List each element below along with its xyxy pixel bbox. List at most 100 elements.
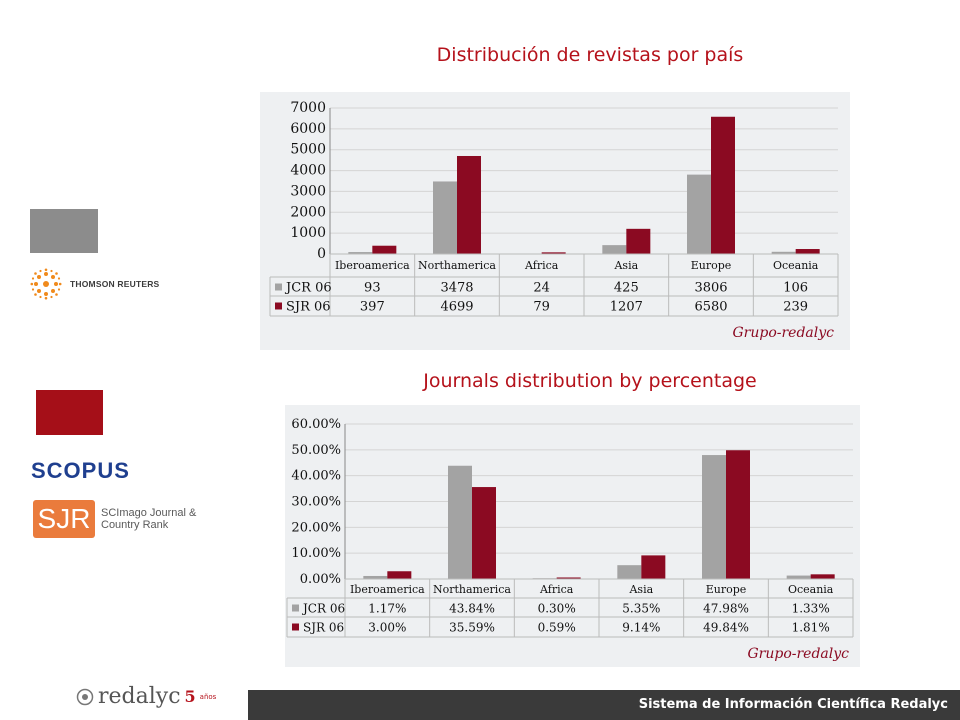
count-ytick-label: 0: [317, 246, 326, 262]
pct-data-label-sjr: 3.00%: [368, 621, 406, 635]
thomson-reuters-text: THOMSON REUTERS: [70, 279, 160, 289]
count-bar-sjr: [795, 249, 820, 254]
count-grupo-redalyc-logo: Grupo-redalyc: [732, 325, 834, 341]
count-bar-jcr: [348, 252, 373, 254]
pct-bar-jcr: [448, 465, 472, 579]
redalyc-anos: años: [199, 692, 217, 701]
count-ytick-label: 3000: [290, 183, 326, 199]
pct-data-label-sjr: 35.59%: [449, 621, 495, 635]
count-data-label-jcr: 106: [783, 281, 808, 296]
chart-title-count: Distribución de revistas por país: [436, 44, 744, 66]
count-bar-sjr: [711, 116, 735, 254]
count-data-label-jcr: 93: [364, 281, 381, 296]
footer-bar: Sistema de Información Científica Redaly…: [248, 690, 960, 720]
pct-data-label-sjr: 49.84%: [703, 621, 749, 635]
count-bar-jcr: [687, 174, 711, 254]
count-ytick-label: 5000: [290, 142, 326, 158]
count-data-label-sjr: 4699: [440, 300, 473, 315]
pct-legend-swatch-sjr: [292, 623, 299, 631]
count-data-label-jcr: 425: [614, 281, 639, 296]
pct-bar-jcr: [786, 575, 811, 579]
count-legend-swatch-jcr: [275, 283, 282, 291]
pct-ytick-label: 20.00%: [291, 520, 341, 535]
count-legend-swatch-sjr: [275, 302, 282, 310]
count-bar-sjr: [626, 228, 651, 254]
footer-text: Sistema de Información Científica Redaly…: [638, 697, 948, 712]
count-category-label: Africa: [524, 259, 559, 272]
count-legend-label-jcr: JCR 06: [284, 281, 332, 296]
sjr-color-swatch: [36, 390, 103, 435]
thomson-reuters-logo: THOMSON REUTERS: [30, 268, 159, 300]
pct-data-label-jcr: 43.84%: [449, 602, 495, 616]
thomson-reuters-icon: [30, 268, 62, 300]
pct-bar-sjr: [641, 555, 666, 579]
count-bar-sjr: [457, 155, 481, 254]
pct-grupo-redalyc-logo: Grupo-redalyc: [747, 646, 849, 662]
pct-data-label-jcr: 1.17%: [368, 602, 406, 616]
pct-ytick-label: 60.00%: [291, 417, 341, 432]
count-bar-sjr: [541, 252, 566, 254]
count-data-label-sjr: 1207: [610, 300, 643, 315]
pct-category-label: Iberoamerica: [350, 583, 425, 596]
count-category-label: Oceania: [773, 259, 819, 272]
pct-ytick-label: 0.00%: [300, 572, 341, 587]
pct-data-label-sjr: 9.14%: [622, 621, 660, 635]
pct-data-label-jcr: 5.35%: [622, 602, 660, 616]
pct-legend-swatch-jcr: [292, 604, 299, 612]
pct-ytick-label: 50.00%: [291, 443, 341, 458]
sjr-logo-description: SCImago Journal & Country Rank: [101, 507, 197, 531]
count-ytick-label: 1000: [290, 225, 326, 241]
count-data-label-jcr: 24: [533, 281, 550, 296]
chart-percentage: 0.00% 10.00% 20.00% 30.00% 40.00% 50.00% 60.00…: [286, 417, 854, 662]
pct-data-label-jcr: 47.98%: [703, 602, 749, 616]
count-bar-sjr: [372, 245, 397, 254]
count-data-label-sjr: 79: [533, 300, 550, 315]
count-data-label-jcr: 3806: [694, 281, 727, 296]
pct-category-label: Asia: [628, 583, 653, 596]
pct-data-label-sjr: 1.81%: [792, 621, 830, 635]
pct-category-label: Africa: [539, 583, 574, 596]
pct-ytick-label: 40.00%: [291, 469, 341, 484]
count-category-label: Europe: [691, 259, 732, 272]
sjr-logo-box: SJR: [33, 500, 95, 538]
count-legend-label-sjr: SJR 06: [286, 300, 331, 315]
pct-bar-sjr: [472, 487, 496, 579]
chart-count-panel: 0 1000 2000 3000 4000 5000 6000 7000 Iberoameric…: [260, 92, 850, 350]
pct-category-label: Oceania: [788, 583, 834, 596]
count-data-label-sjr: 397: [360, 300, 385, 315]
redalyc-logo: redalyc 5 años: [76, 684, 216, 709]
count-ytick-label: 6000: [290, 121, 326, 137]
pct-data-label-sjr: 0.59%: [538, 621, 576, 635]
sjr-logo: SJR SCImago Journal & Country Rank: [33, 500, 201, 538]
count-data-label-jcr: 3478: [440, 281, 473, 296]
pct-legend-label-sjr: SJR 06: [303, 621, 344, 635]
redalyc-emblem-icon: [76, 688, 94, 705]
count-bar-jcr: [771, 251, 796, 254]
pct-ytick-label: 10.00%: [291, 546, 341, 561]
jcr-color-swatch: [30, 209, 98, 253]
count-data-label-sjr: 239: [783, 300, 808, 315]
chart-count: 0 1000 2000 3000 4000 5000 6000 7000 Iberoameric…: [269, 100, 839, 341]
count-bar-jcr: [602, 245, 627, 254]
chart-title-percentage: Journals distribution by percentage: [423, 370, 757, 392]
count-category-label: Asia: [613, 259, 638, 272]
chart-percentage-panel: 0.00% 10.00% 20.00% 30.00% 40.00% 50.00% 60.00…: [285, 405, 860, 667]
pct-bar-sjr: [810, 574, 835, 579]
pct-category-label: Northamerica: [433, 583, 511, 596]
pct-bar-sjr: [556, 577, 581, 579]
pct-data-label-jcr: 1.33%: [792, 602, 830, 616]
count-bar-jcr: [433, 181, 457, 254]
count-category-label: Northamerica: [418, 259, 496, 272]
pct-category-label: Europe: [706, 583, 747, 596]
pct-bar-jcr: [617, 565, 642, 579]
count-ytick-label: 4000: [290, 163, 326, 179]
pct-bar-jcr: [363, 575, 388, 579]
count-ytick-label: 2000: [290, 204, 326, 220]
redalyc-years: 5: [184, 687, 196, 706]
count-category-label: Iberoamerica: [335, 259, 410, 272]
pct-legend-label-jcr: JCR 06: [301, 602, 345, 616]
redalyc-wordmark: redalyc: [98, 684, 181, 709]
count-data-label-sjr: 6580: [694, 300, 727, 315]
scopus-logo: SCOPUS: [31, 458, 130, 483]
count-ytick-label: 7000: [290, 100, 326, 116]
